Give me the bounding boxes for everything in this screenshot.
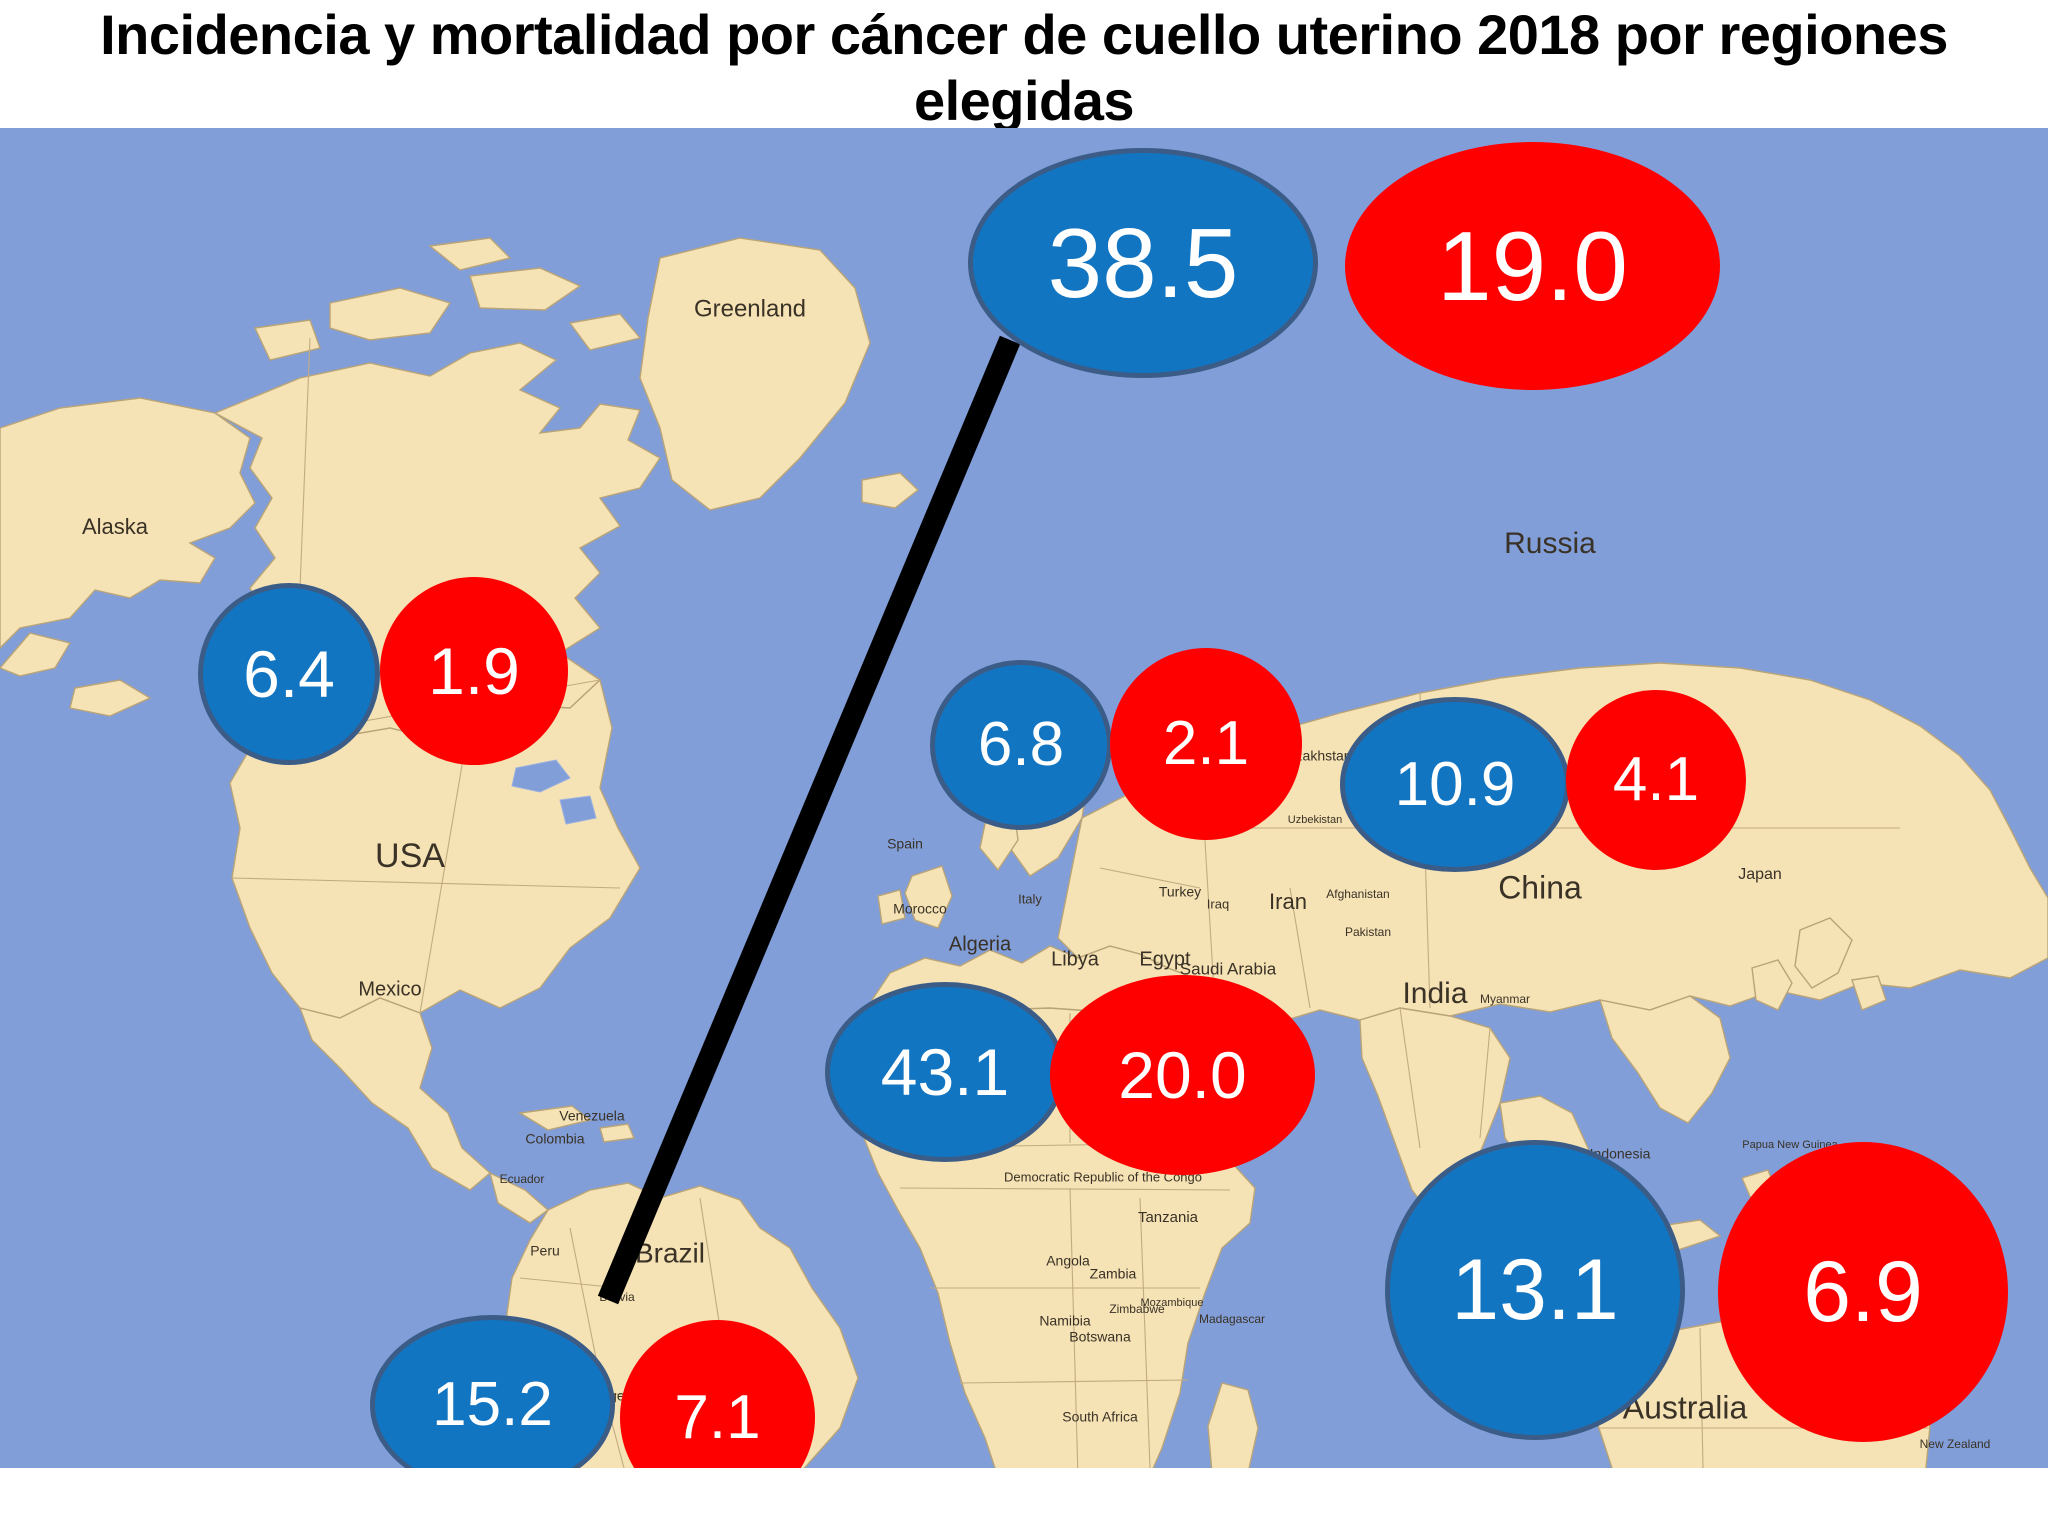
map-label: Tanzania [1138, 1209, 1199, 1226]
bubble-value-europe-incidence: 6.8 [977, 710, 1065, 779]
map-label: Australia [1623, 1389, 1748, 1425]
bubble-value-oceania-incidence: 13.1 [1451, 1242, 1619, 1338]
title-band: Incidencia y mortalidad por cáncer de cu… [0, 0, 2048, 128]
map-label: Papua New Guinea [1742, 1139, 1838, 1151]
map-label: Mexico [358, 978, 421, 1000]
map-label: Zimbabwe [1109, 1302, 1165, 1316]
map-label: Egypt [1139, 948, 1191, 970]
bubble-europe-mortality[interactable]: 2.1 [1110, 648, 1302, 840]
bubble-north-america-incidence[interactable]: 6.4 [198, 583, 380, 765]
map-label: Mozambique [1141, 1297, 1204, 1309]
map-label: Colombia [525, 1131, 584, 1147]
bubble-china-incidence[interactable]: 10.9 [1340, 697, 1570, 872]
bubble-china-mortality[interactable]: 4.1 [1566, 690, 1746, 870]
map-label: Bolivia [599, 1290, 635, 1304]
map-label: Greenland [694, 295, 806, 322]
map-label: Brazil [635, 1237, 705, 1268]
map-label: Peru [530, 1243, 560, 1259]
bubble-africa-mortality[interactable]: 20.0 [1050, 975, 1315, 1175]
map-label: India [1402, 977, 1467, 1010]
page-title: Incidencia y mortalidad por cáncer de cu… [100, 3, 1948, 128]
bubble-highlight-incidence[interactable]: 38.5 [968, 148, 1318, 378]
map-label: Myanmar [1480, 992, 1530, 1006]
map-label: Iraq [1207, 896, 1229, 911]
map-label: Pakistan [1345, 925, 1391, 939]
bubble-africa-incidence[interactable]: 43.1 [825, 982, 1065, 1162]
bubble-value-north-america-mortality: 1.9 [428, 634, 520, 708]
map-label: Saudi Arabia [1180, 959, 1277, 978]
bubble-value-africa-incidence: 43.1 [880, 1035, 1010, 1109]
map-label: Alaska [82, 514, 149, 539]
bubble-value-south-america-incidence: 15.2 [432, 1370, 553, 1439]
map-label: Democratic Republic of the Congo [1004, 1169, 1202, 1184]
map-label: China [1498, 869, 1582, 905]
bubble-value-africa-mortality: 20.0 [1118, 1038, 1247, 1112]
bottom-white-strip [0, 1468, 2048, 1536]
bubble-value-south-america-mortality: 7.1 [674, 1382, 761, 1452]
bubble-europe-incidence[interactable]: 6.8 [930, 660, 1112, 830]
bubble-value-highlight-incidence: 38.5 [1047, 208, 1239, 318]
map-label: Italy [1018, 891, 1042, 906]
map-label: Namibia [1039, 1313, 1091, 1329]
map-label: Morocco [893, 901, 947, 917]
map-label: Ecuador [500, 1172, 545, 1186]
map-label: Angola [1046, 1253, 1090, 1269]
map-label: South Africa [1062, 1409, 1138, 1425]
bubble-value-china-mortality: 4.1 [1612, 745, 1700, 814]
bubble-value-europe-mortality: 2.1 [1162, 709, 1250, 778]
map-label: Turkey [1159, 884, 1201, 900]
bubble-north-america-mortality[interactable]: 1.9 [380, 577, 568, 765]
bubble-oceania-incidence[interactable]: 13.1 [1385, 1140, 1685, 1440]
bubble-value-north-america-incidence: 6.4 [243, 637, 335, 711]
map-label: Madagascar [1199, 1312, 1265, 1326]
map-label: Algeria [949, 933, 1012, 955]
map-label: Spain [887, 836, 923, 852]
bubble-value-china-incidence: 10.9 [1394, 749, 1516, 819]
map-label: Japan [1738, 866, 1782, 883]
map-label: Afghanistan [1326, 887, 1389, 901]
map-label: Venezuela [559, 1108, 625, 1124]
map-label: Libya [1051, 948, 1100, 970]
bubble-south-america-incidence[interactable]: 15.2 [370, 1315, 615, 1495]
bubble-value-highlight-mortality: 19.0 [1437, 211, 1628, 321]
map-label: Botswana [1069, 1329, 1131, 1345]
map-label: Zambia [1090, 1266, 1137, 1282]
bubble-highlight-mortality[interactable]: 19.0 [1345, 142, 1720, 390]
map-label: USA [375, 837, 445, 875]
bubble-oceania-mortality[interactable]: 6.9 [1718, 1142, 2008, 1442]
bubble-value-oceania-mortality: 6.9 [1803, 1244, 1923, 1340]
map-label: Iran [1269, 889, 1307, 914]
map-label: Uzbekistan [1288, 814, 1342, 826]
map-label: Russia [1504, 527, 1596, 560]
map-label: New Zealand [1920, 1437, 1991, 1451]
